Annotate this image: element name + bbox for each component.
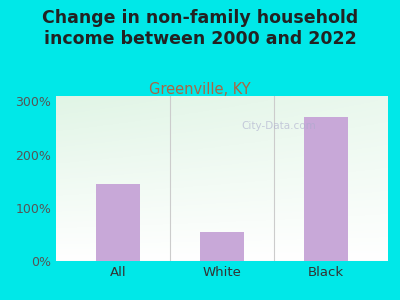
- Bar: [200, 232, 244, 261]
- Bar: [96, 184, 140, 261]
- Text: Greenville, KY: Greenville, KY: [149, 82, 251, 98]
- Text: City-Data.com: City-Data.com: [241, 121, 316, 131]
- Text: Change in non-family household
income between 2000 and 2022: Change in non-family household income be…: [42, 9, 358, 48]
- Bar: [304, 117, 348, 261]
